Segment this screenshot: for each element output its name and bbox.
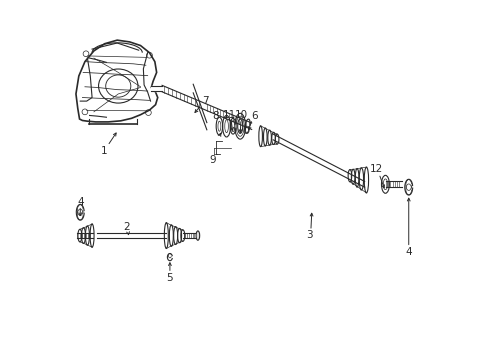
Text: 2: 2 [123,222,130,232]
Text: 4: 4 [77,197,83,207]
Text: 10: 10 [235,111,248,121]
Text: 11: 11 [223,110,236,120]
Text: 5: 5 [166,273,173,283]
Text: 8: 8 [211,111,218,121]
Text: 9: 9 [209,155,216,165]
Text: 1: 1 [101,146,107,156]
Text: 6: 6 [251,111,257,121]
Text: 12: 12 [369,164,382,174]
Text: 4: 4 [405,247,411,257]
Ellipse shape [196,231,199,240]
Text: 7: 7 [202,96,208,106]
Text: 3: 3 [306,230,312,239]
